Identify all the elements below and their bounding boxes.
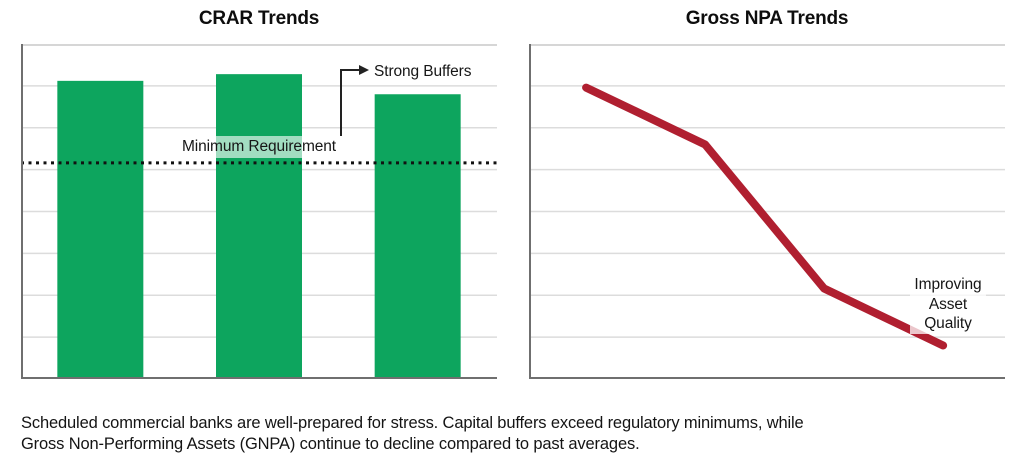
gnpa-chart-title: Gross NPA Trends xyxy=(685,8,849,29)
summary-caption: Scheduled commercial banks are well-prep… xyxy=(21,413,1001,454)
strong-buffers-label: Strong Buffers xyxy=(374,63,472,80)
crar-bars xyxy=(57,74,461,379)
crar-bar xyxy=(57,80,144,379)
crar-chart-title: CRAR Trends xyxy=(198,8,320,29)
strong-buffers-arrow xyxy=(340,69,359,136)
gnpa-line xyxy=(582,83,948,350)
summary-caption-line: Scheduled commercial banks are well-prep… xyxy=(21,414,804,432)
gnpa-trend-line xyxy=(582,83,948,350)
gnpa-grid xyxy=(529,44,1005,338)
minimum-requirement-label: Minimum Requirement xyxy=(175,136,343,158)
crar-bar xyxy=(374,94,461,379)
gnpa-axes xyxy=(529,44,1005,379)
crar-bar-chart xyxy=(21,44,497,379)
summary-caption-line: Gross Non-Performing Assets (GNPA) conti… xyxy=(21,434,640,453)
strong-buffers-arrowhead xyxy=(359,65,369,75)
gnpa-line-chart xyxy=(529,44,1005,379)
crar-axes xyxy=(21,44,497,379)
crar-bar xyxy=(216,74,302,379)
improving-asset-quality-label: Improving Asset Quality xyxy=(910,275,986,334)
